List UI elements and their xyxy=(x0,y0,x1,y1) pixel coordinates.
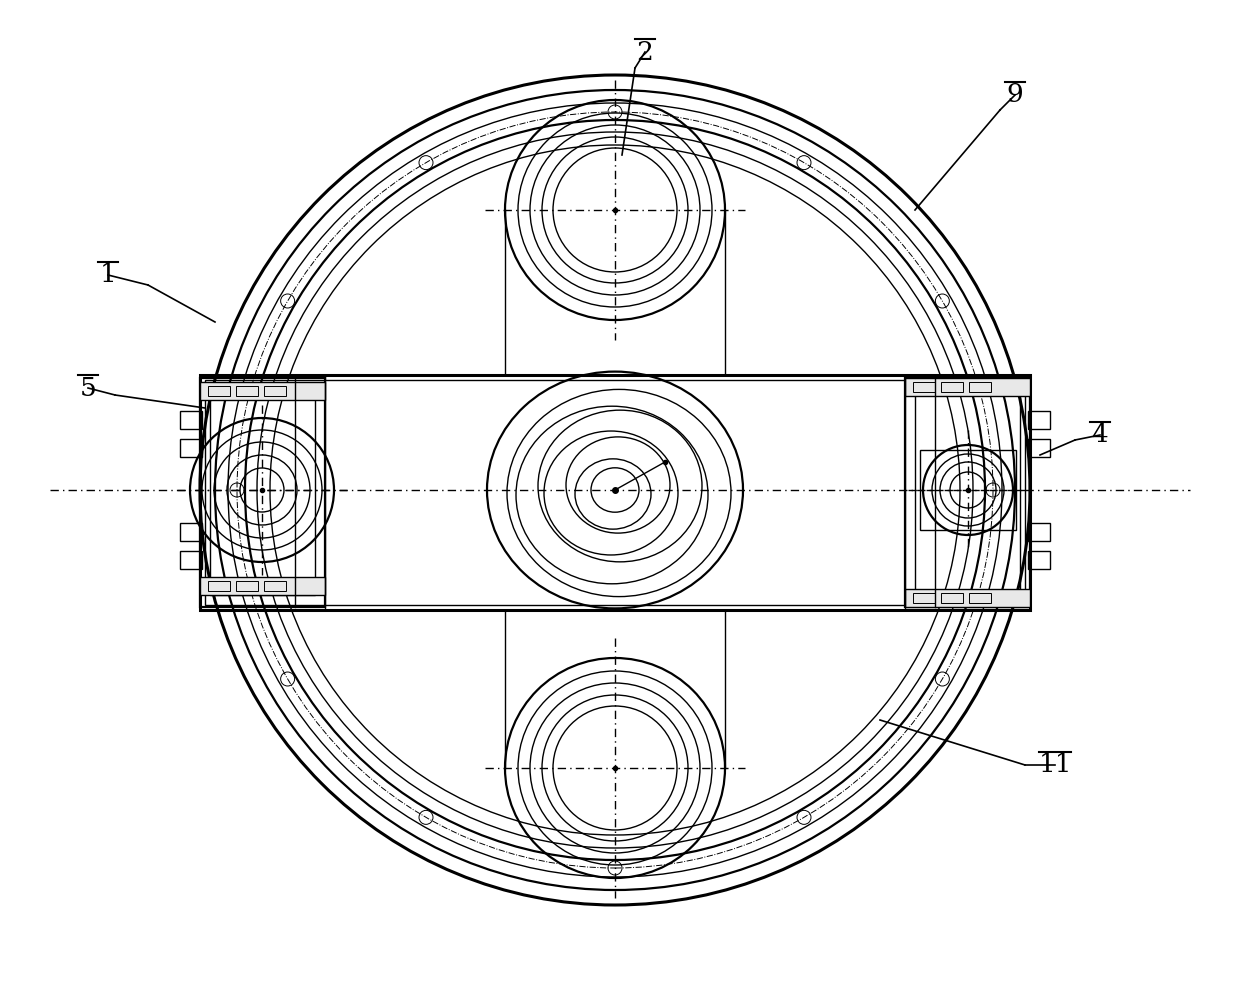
Bar xyxy=(208,581,229,591)
Bar xyxy=(180,411,202,429)
Text: 11: 11 xyxy=(1038,752,1071,778)
Bar xyxy=(264,581,286,591)
Bar xyxy=(1028,439,1050,457)
Bar xyxy=(236,386,258,396)
Bar xyxy=(941,593,963,603)
Bar xyxy=(1028,551,1050,569)
Bar xyxy=(905,378,1030,396)
Bar xyxy=(968,593,991,603)
Bar xyxy=(180,439,202,457)
Bar xyxy=(208,386,229,396)
Bar xyxy=(205,380,1025,605)
Bar xyxy=(264,386,286,396)
Bar xyxy=(915,390,1021,595)
Bar xyxy=(968,382,991,392)
Bar xyxy=(200,577,325,595)
Bar xyxy=(200,375,1030,610)
Bar xyxy=(1028,523,1050,541)
Bar xyxy=(913,382,935,392)
Bar xyxy=(905,589,1030,607)
Bar xyxy=(180,551,202,569)
Bar xyxy=(180,523,202,541)
Bar xyxy=(920,450,1016,530)
Bar xyxy=(941,382,963,392)
Bar xyxy=(1028,411,1050,429)
Text: 5: 5 xyxy=(79,376,97,400)
Bar xyxy=(200,382,325,400)
Bar xyxy=(236,581,258,591)
Text: 4: 4 xyxy=(1091,423,1109,447)
Bar xyxy=(905,378,1030,607)
Text: 1: 1 xyxy=(99,263,117,287)
Text: 2: 2 xyxy=(636,39,653,65)
Bar xyxy=(210,390,315,595)
Bar xyxy=(913,593,935,603)
Text: 9: 9 xyxy=(1007,82,1023,108)
Bar xyxy=(200,378,325,607)
